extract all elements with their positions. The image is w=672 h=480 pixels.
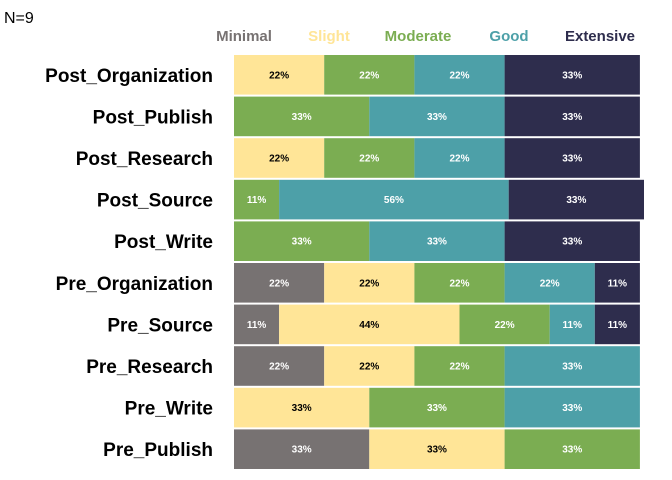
- category-label-pre-source: Pre_Source: [107, 315, 213, 336]
- data-label-pre-write-good: 33%: [562, 403, 582, 414]
- data-label-pre-write-slight: 33%: [292, 403, 312, 414]
- data-label-pre-source-minimal: 11%: [247, 320, 267, 331]
- bar-segment-pre-write-moderate: [369, 387, 505, 428]
- bar-segment-post-publish-good: [369, 96, 505, 137]
- data-label-pre-organization-slight: 22%: [359, 278, 379, 289]
- bar-segment-pre-organization-minimal: [234, 263, 325, 303]
- category-label-pre-write: Pre_Write: [125, 399, 213, 420]
- bar-segment-pre-source-minimal: [234, 304, 280, 345]
- data-label-post-write-moderate: 33%: [292, 237, 312, 248]
- bar-segment-post-publish-moderate: [234, 96, 370, 137]
- bar-segment-post-research-good: [414, 138, 505, 178]
- data-label-pre-research-minimal: 22%: [269, 362, 289, 373]
- data-label-post-source-extensive: 33%: [566, 195, 586, 206]
- data-label-post-research-moderate: 22%: [359, 154, 379, 165]
- data-label-pre-organization-extensive: 11%: [608, 278, 628, 289]
- bar-segment-post-write-good: [369, 221, 505, 261]
- category-label-post-research: Post_Research: [76, 149, 213, 170]
- bar-segment-pre-research-slight: [324, 346, 415, 386]
- bar-segment-post-source-extensive: [508, 179, 644, 220]
- bar-segment-pre-publish-moderate: [504, 429, 640, 469]
- data-label-post-organization-extensive: 33%: [562, 70, 582, 81]
- bar-segment-post-research-extensive: [504, 138, 640, 178]
- bar-segment-pre-research-minimal: [234, 346, 325, 386]
- bar-segment-post-organization-slight: [234, 55, 325, 95]
- bar-segment-pre-organization-slight: [324, 263, 415, 303]
- data-label-post-write-good: 33%: [427, 237, 447, 248]
- data-label-post-source-good: 56%: [384, 195, 404, 206]
- data-label-post-source-moderate: 11%: [247, 195, 267, 206]
- data-label-pre-organization-minimal: 22%: [269, 278, 289, 289]
- category-label-post-source: Post_Source: [97, 191, 213, 212]
- bar-segment-post-organization-moderate: [324, 55, 415, 95]
- data-label-pre-publish-minimal: 33%: [292, 445, 312, 456]
- bar-segment-post-write-moderate: [234, 221, 370, 261]
- category-label-pre-organization: Pre_Organization: [56, 274, 213, 295]
- bar-segment-pre-organization-extensive: [594, 263, 640, 303]
- legend: Minimal Slight Moderate Good Extensive: [216, 28, 635, 45]
- category-label-post-publish: Post_Publish: [93, 107, 213, 128]
- bar-segment-pre-research-good: [504, 346, 640, 386]
- data-label-post-organization-good: 22%: [449, 70, 469, 81]
- data-label-pre-publish-moderate: 33%: [562, 445, 582, 456]
- bar-segment-pre-publish-minimal: [234, 429, 370, 469]
- data-label-post-write-extensive: 33%: [562, 237, 582, 248]
- bars-group: 22% 22% 22% 33% 33% 33% 33% 22% 22% 22% 33% 11% 56% 3…: [234, 55, 644, 469]
- bar-segment-post-source-good: [279, 179, 509, 220]
- legend-item-slight: Slight: [308, 28, 350, 45]
- legend-item-extensive: Extensive: [565, 28, 635, 45]
- data-label-pre-research-moderate: 22%: [449, 362, 469, 373]
- bar-segment-pre-source-slight: [279, 304, 460, 345]
- bar-segment-post-write-extensive: [504, 221, 640, 261]
- bar-segment-post-organization-good: [414, 55, 505, 95]
- sample-size-label: N=9: [4, 10, 34, 27]
- data-label-pre-research-slight: 22%: [359, 362, 379, 373]
- bar-segment-pre-organization-good: [504, 263, 595, 303]
- data-label-pre-source-slight: 44%: [359, 320, 379, 331]
- bar-segment-pre-write-slight: [234, 387, 370, 428]
- bar-segment-post-publish-extensive: [504, 96, 640, 137]
- data-label-pre-source-extensive: 11%: [608, 320, 628, 331]
- data-label-pre-publish-slight: 33%: [427, 445, 447, 456]
- data-label-post-publish-moderate: 33%: [292, 112, 312, 123]
- data-label-post-research-good: 22%: [449, 154, 469, 165]
- data-label-post-publish-extensive: 33%: [562, 112, 582, 123]
- category-label-pre-research: Pre_Research: [86, 357, 213, 378]
- category-label-post-write: Post_Write: [114, 232, 213, 253]
- bar-segment-pre-source-extensive: [594, 304, 640, 345]
- category-labels: Post_Organization Post_Publish Post_Resear…: [45, 66, 213, 461]
- data-label-pre-source-moderate: 22%: [495, 320, 515, 331]
- bar-segment-pre-publish-slight: [369, 429, 505, 469]
- data-label-post-research-extensive: 33%: [562, 154, 582, 165]
- data-label-pre-organization-moderate: 22%: [449, 278, 469, 289]
- category-label-pre-publish: Pre_Publish: [103, 440, 213, 461]
- bar-segment-pre-organization-moderate: [414, 263, 505, 303]
- bar-segment-pre-write-good: [504, 387, 640, 428]
- bar-segment-pre-source-good: [549, 304, 595, 345]
- bar-segment-post-source-moderate: [234, 179, 280, 220]
- bar-segment-pre-source-moderate: [459, 304, 550, 345]
- category-label-post-organization: Post_Organization: [45, 66, 213, 87]
- bar-segment-pre-research-moderate: [414, 346, 505, 386]
- data-label-post-organization-slight: 22%: [269, 70, 289, 81]
- data-label-pre-source-good: 11%: [563, 320, 583, 331]
- legend-item-good: Good: [489, 28, 528, 45]
- legend-item-moderate: Moderate: [385, 28, 452, 45]
- data-label-pre-organization-good: 22%: [540, 278, 560, 289]
- bar-segment-post-organization-extensive: [504, 55, 640, 95]
- data-label-post-publish-good: 33%: [427, 112, 447, 123]
- data-label-post-organization-moderate: 22%: [359, 70, 379, 81]
- legend-item-minimal: Minimal: [216, 28, 272, 45]
- data-label-pre-write-moderate: 33%: [427, 403, 447, 414]
- data-label-pre-research-good: 33%: [562, 362, 582, 373]
- bar-segment-post-research-slight: [234, 138, 325, 178]
- data-label-post-research-slight: 22%: [269, 154, 289, 165]
- bar-segment-post-research-moderate: [324, 138, 415, 178]
